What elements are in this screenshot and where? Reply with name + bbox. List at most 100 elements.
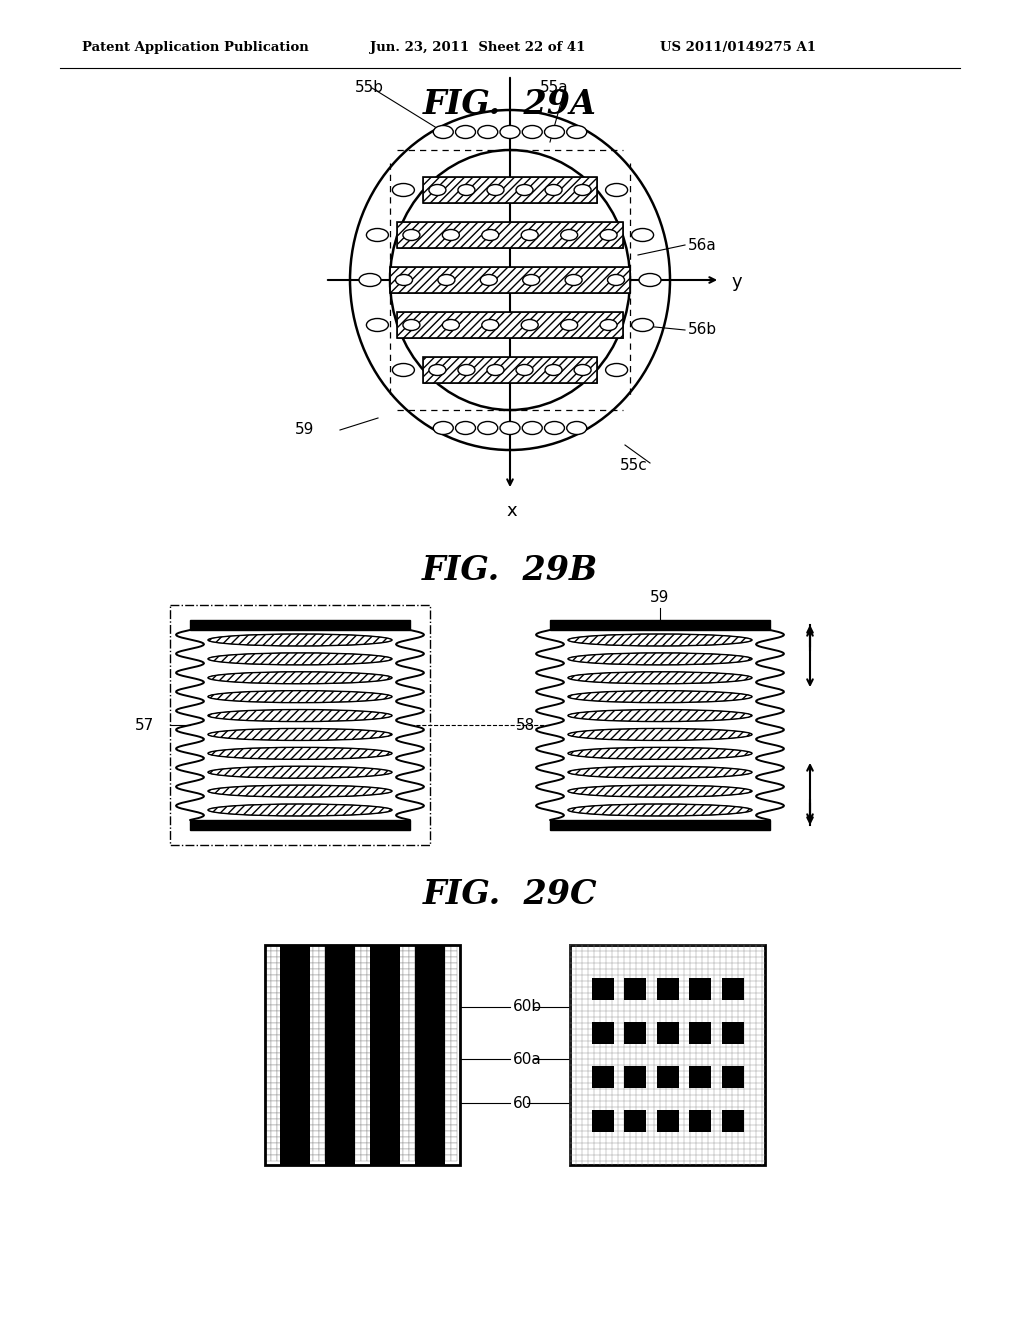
Bar — [421, 1035, 427, 1041]
Bar — [307, 1096, 313, 1101]
Bar — [451, 969, 457, 975]
Bar — [391, 1077, 397, 1082]
Ellipse shape — [545, 364, 562, 375]
Bar — [349, 987, 355, 993]
Bar — [319, 969, 325, 975]
Bar — [385, 964, 391, 969]
Bar — [313, 1011, 319, 1016]
Bar — [319, 1059, 325, 1065]
Bar — [283, 1077, 289, 1082]
Bar — [423, 356, 597, 383]
Bar — [271, 1148, 278, 1155]
Bar — [343, 969, 349, 975]
Bar — [433, 1096, 439, 1101]
Bar — [409, 1107, 415, 1113]
Bar — [355, 1119, 361, 1125]
Bar — [439, 999, 445, 1005]
Bar — [373, 1011, 379, 1016]
Bar — [349, 1155, 355, 1162]
Bar — [427, 1113, 433, 1119]
Bar — [385, 1005, 391, 1011]
Bar — [451, 945, 457, 950]
Bar — [439, 969, 445, 975]
Bar — [427, 1065, 433, 1071]
Bar — [367, 1125, 373, 1131]
Bar — [271, 1107, 278, 1113]
Bar — [385, 950, 391, 957]
Bar — [331, 1089, 337, 1096]
Bar — [271, 1119, 278, 1125]
Bar — [265, 981, 271, 987]
Bar — [319, 1107, 325, 1113]
Ellipse shape — [367, 228, 388, 242]
Bar — [403, 969, 409, 975]
Bar — [379, 1082, 385, 1089]
Bar — [283, 1143, 289, 1148]
Bar — [278, 950, 283, 957]
Bar — [403, 1030, 409, 1035]
Bar — [373, 1059, 379, 1065]
Bar — [409, 1137, 415, 1143]
Bar — [445, 969, 451, 975]
Text: Patent Application Publication: Patent Application Publication — [82, 41, 309, 54]
Bar — [439, 1035, 445, 1041]
Bar — [337, 1041, 343, 1047]
Bar — [451, 1071, 457, 1077]
Bar — [331, 1011, 337, 1016]
Ellipse shape — [438, 275, 455, 285]
Bar — [295, 969, 301, 975]
Bar — [403, 1065, 409, 1071]
Bar — [385, 1148, 391, 1155]
Bar — [379, 993, 385, 999]
Bar — [278, 964, 283, 969]
Bar — [379, 1065, 385, 1071]
Bar — [349, 975, 355, 981]
Bar — [301, 981, 307, 987]
Text: FIG.  29B: FIG. 29B — [422, 553, 598, 586]
Bar — [445, 1143, 451, 1148]
Bar — [325, 1101, 331, 1107]
Bar — [349, 1030, 355, 1035]
Bar — [325, 1096, 331, 1101]
Bar — [397, 222, 623, 248]
Bar — [265, 1119, 271, 1125]
Bar — [451, 1030, 457, 1035]
Bar — [361, 1065, 367, 1071]
Bar — [415, 1082, 421, 1089]
Bar — [373, 1137, 379, 1143]
Bar — [361, 1131, 367, 1137]
Bar — [331, 1101, 337, 1107]
Bar — [433, 1113, 439, 1119]
Text: x: x — [507, 502, 517, 520]
Bar — [295, 964, 301, 969]
Bar — [409, 969, 415, 975]
Bar — [289, 969, 295, 975]
Bar — [397, 1016, 403, 1023]
Bar — [190, 820, 410, 830]
Bar — [361, 1137, 367, 1143]
Ellipse shape — [392, 183, 415, 197]
Ellipse shape — [429, 364, 445, 375]
Bar — [391, 1096, 397, 1101]
Bar — [592, 1022, 613, 1044]
Bar — [373, 1096, 379, 1101]
Bar — [397, 1059, 403, 1065]
Bar — [439, 1016, 445, 1023]
Bar — [373, 1082, 379, 1089]
Bar — [385, 1071, 391, 1077]
Ellipse shape — [442, 319, 460, 330]
Bar — [379, 1047, 385, 1053]
Bar — [319, 1035, 325, 1041]
Bar — [415, 993, 421, 999]
Bar — [301, 1096, 307, 1101]
Bar — [271, 1077, 278, 1082]
Bar — [331, 1023, 337, 1030]
Bar — [307, 957, 313, 964]
Bar — [265, 975, 271, 981]
Bar — [397, 1065, 403, 1071]
Bar — [379, 950, 385, 957]
Bar — [385, 1143, 391, 1148]
Bar — [301, 993, 307, 999]
Bar — [397, 1125, 403, 1131]
Bar — [433, 1119, 439, 1125]
